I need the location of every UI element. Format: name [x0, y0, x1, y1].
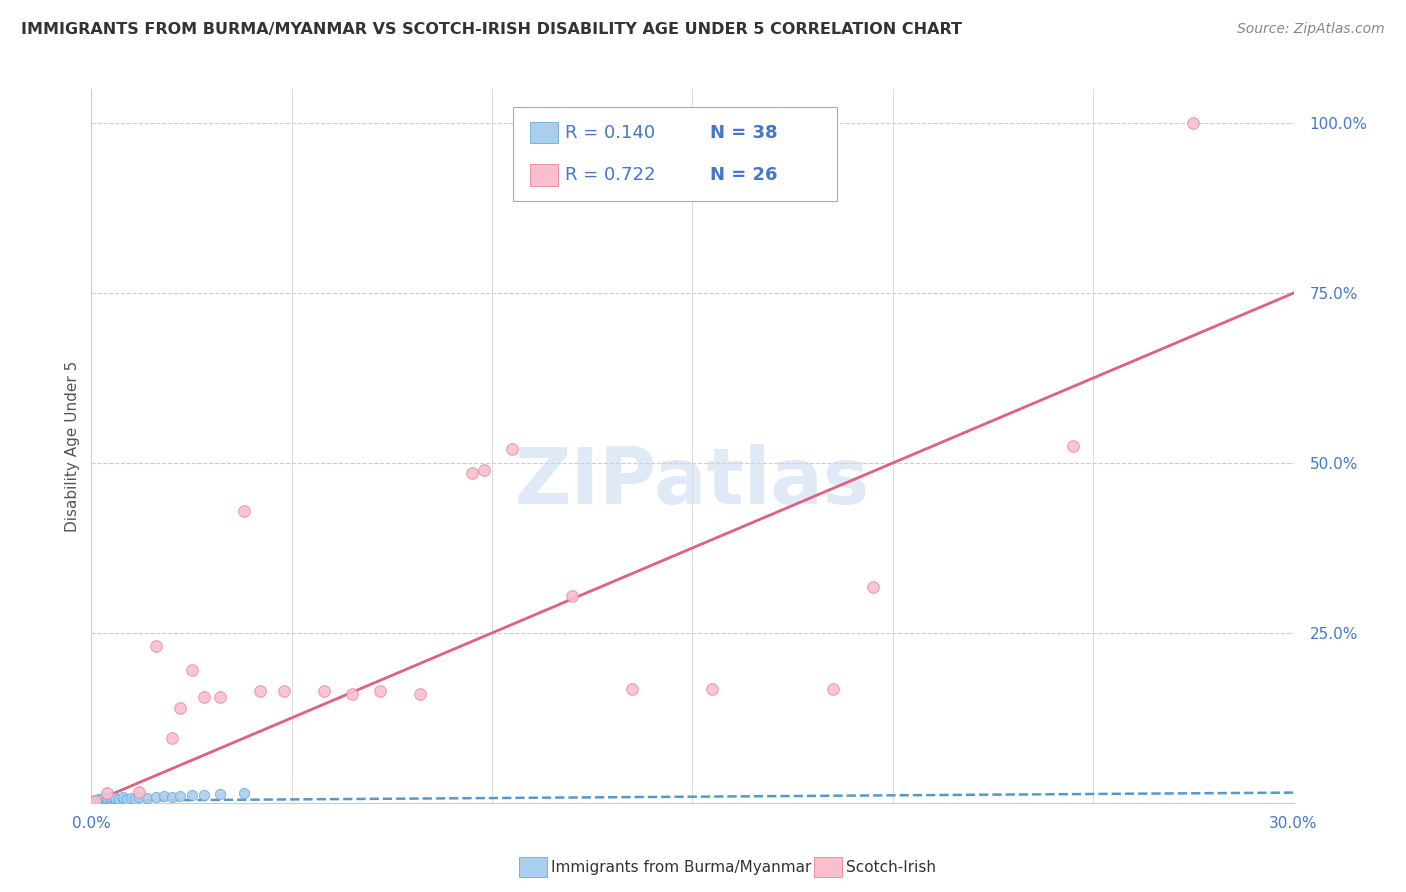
Point — [1182, 116, 1205, 130]
Point — [208, 690, 231, 705]
Point — [104, 792, 127, 806]
Point — [273, 683, 295, 698]
Point — [100, 791, 122, 805]
Point — [561, 589, 583, 603]
Point — [89, 794, 111, 808]
Point — [117, 791, 139, 805]
Point — [821, 681, 844, 696]
Point — [160, 731, 183, 746]
Point — [100, 790, 122, 805]
Point — [121, 791, 143, 805]
Point — [100, 794, 122, 808]
Point — [472, 463, 495, 477]
Point — [180, 663, 202, 677]
Point — [409, 687, 432, 701]
Point — [193, 690, 215, 705]
Point — [93, 791, 115, 805]
Text: IMMIGRANTS FROM BURMA/MYANMAR VS SCOTCH-IRISH DISABILITY AGE UNDER 5 CORRELATION: IMMIGRANTS FROM BURMA/MYANMAR VS SCOTCH-… — [21, 22, 962, 37]
Text: R = 0.140: R = 0.140 — [565, 124, 655, 142]
Point — [93, 792, 115, 806]
Point — [702, 681, 724, 696]
Point — [312, 683, 335, 698]
Point — [112, 792, 135, 806]
Point — [160, 789, 183, 804]
Point — [96, 786, 118, 800]
Point — [128, 790, 150, 805]
Point — [232, 503, 254, 517]
Point — [1062, 439, 1084, 453]
Text: Immigrants from Burma/Myanmar: Immigrants from Burma/Myanmar — [551, 860, 811, 874]
Point — [89, 791, 111, 805]
Point — [145, 790, 167, 805]
Point — [89, 794, 111, 808]
Point — [84, 794, 107, 808]
Point — [112, 790, 135, 805]
Point — [152, 789, 174, 803]
Point — [93, 794, 115, 808]
Text: ZIPatlas: ZIPatlas — [515, 443, 870, 520]
Text: N = 26: N = 26 — [710, 166, 778, 184]
Point — [232, 786, 254, 800]
Point — [104, 791, 127, 805]
Point — [145, 640, 167, 654]
Point — [862, 580, 884, 594]
Point — [96, 792, 118, 806]
Point — [100, 793, 122, 807]
Text: Scotch-Irish: Scotch-Irish — [846, 860, 936, 874]
Y-axis label: Disability Age Under 5: Disability Age Under 5 — [65, 360, 80, 532]
Point — [621, 681, 644, 696]
Point — [501, 442, 523, 457]
Point — [84, 793, 107, 807]
Point — [340, 687, 363, 701]
Point — [89, 792, 111, 806]
Point — [368, 683, 391, 698]
Point — [461, 466, 484, 480]
Text: Source: ZipAtlas.com: Source: ZipAtlas.com — [1237, 22, 1385, 37]
Point — [96, 791, 118, 805]
Point — [180, 788, 202, 802]
Point — [128, 785, 150, 799]
Point — [104, 794, 127, 808]
Point — [84, 794, 107, 808]
Point — [249, 683, 271, 698]
Point — [93, 793, 115, 807]
Text: R = 0.722: R = 0.722 — [565, 166, 655, 184]
Point — [108, 791, 131, 805]
Point — [136, 791, 159, 805]
Point — [124, 792, 146, 806]
Point — [108, 793, 131, 807]
Point — [169, 700, 191, 714]
Point — [96, 794, 118, 808]
Point — [193, 789, 215, 803]
Point — [84, 794, 107, 808]
Point — [208, 787, 231, 801]
Text: N = 38: N = 38 — [710, 124, 778, 142]
Point — [169, 789, 191, 803]
